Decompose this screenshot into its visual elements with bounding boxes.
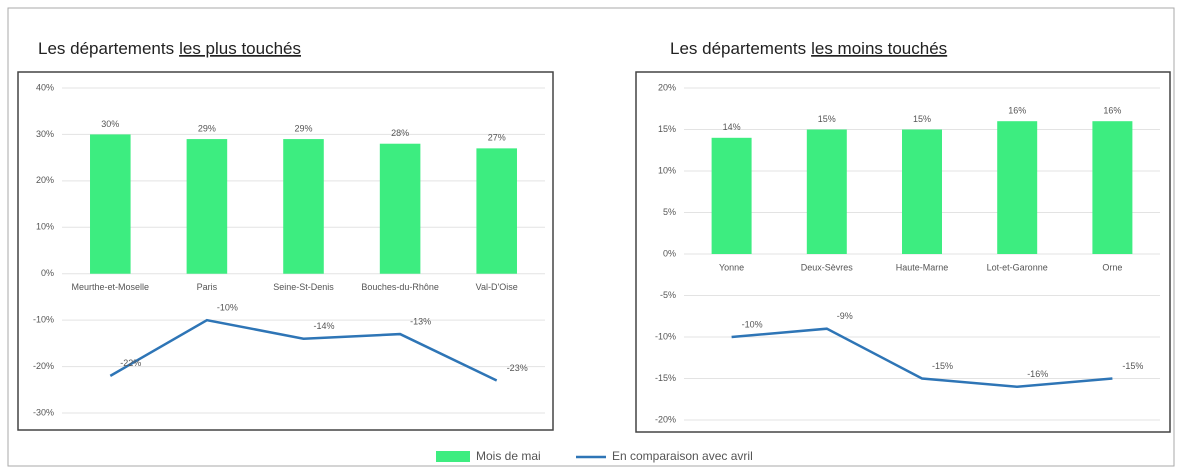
y-tick-label: 20% [658, 82, 676, 92]
y-tick-label: -30% [33, 407, 54, 417]
x-tick-label: Deux-Sèvres [801, 262, 854, 272]
data-label: -13% [410, 316, 431, 326]
y-tick-label: -20% [655, 414, 676, 424]
y-tick-label: 20% [36, 175, 54, 185]
data-label: 16% [1103, 106, 1121, 116]
x-tick-label: Yonne [719, 262, 744, 272]
data-label: -23% [507, 363, 528, 373]
y-tick-label: -5% [660, 290, 676, 300]
x-tick-label: Haute-Marne [896, 262, 949, 272]
line [731, 327, 1113, 389]
x-tick-label: Lot-et-Garonne [987, 262, 1048, 272]
title-text: Les départements [670, 39, 806, 58]
y-tick-label: 10% [658, 165, 676, 175]
x-tick-label: Seine-St-Denis [273, 282, 334, 292]
line [109, 318, 498, 382]
data-label: 16% [1008, 106, 1026, 116]
frame [7, 7, 1175, 467]
bar [997, 121, 1038, 254]
bar [476, 148, 517, 274]
y-tick-label: 5% [663, 207, 676, 217]
y-tick-label: 40% [36, 82, 54, 92]
y-tick-label: -20% [33, 361, 54, 371]
data-label: -10% [742, 319, 763, 329]
data-label: -16% [1027, 369, 1048, 379]
chart-title: Les départements les plus touchés [38, 39, 301, 58]
data-label: 29% [294, 123, 312, 133]
title-emphasis: les moins touchés [811, 39, 947, 58]
data-label: 28% [391, 128, 409, 138]
data-label: 29% [198, 123, 216, 133]
y-tick-label: 0% [41, 268, 54, 278]
data-label: -9% [837, 311, 853, 321]
y-tick-label: -10% [655, 331, 676, 341]
data-label: -14% [314, 321, 335, 331]
y-tick-label: -15% [655, 373, 676, 383]
title-emphasis: les plus touchés [179, 39, 301, 58]
data-label: 30% [101, 119, 119, 129]
x-tick-label: Orne [1102, 262, 1122, 272]
bar [186, 139, 228, 274]
bar [1092, 121, 1133, 254]
x-tick-label: Bouches-du-Rhône [361, 282, 439, 292]
x-tick-label: Paris [197, 282, 218, 292]
data-label: 27% [488, 133, 506, 143]
y-tick-label: 10% [36, 222, 54, 232]
y-tick-label: 15% [658, 124, 676, 134]
data-label: -10% [217, 303, 238, 313]
bar [806, 129, 847, 254]
data-label: 15% [913, 114, 931, 124]
legend-swatch [436, 451, 470, 462]
bar [90, 134, 131, 274]
y-tick-label: 0% [663, 248, 676, 258]
y-tick-label: -10% [33, 315, 54, 325]
bar [283, 139, 324, 274]
x-tick-label: Val-D'Oise [476, 282, 518, 292]
bar [902, 129, 942, 254]
title-text: Les départements [38, 39, 174, 58]
bar [379, 143, 421, 274]
legend-label: Mois de mai [476, 449, 541, 463]
data-label: 14% [723, 122, 741, 132]
y-tick-label: 30% [36, 129, 54, 139]
x-tick-label: Meurthe-et-Moselle [72, 282, 150, 292]
data-label: 15% [818, 114, 836, 124]
data-label: -22% [120, 358, 141, 368]
data-label: -15% [932, 361, 953, 371]
data-label: -15% [1122, 361, 1143, 371]
bar [711, 137, 752, 254]
chart-title: Les départements les moins touchés [670, 39, 947, 58]
legend-label: En comparaison avec avril [612, 449, 753, 463]
